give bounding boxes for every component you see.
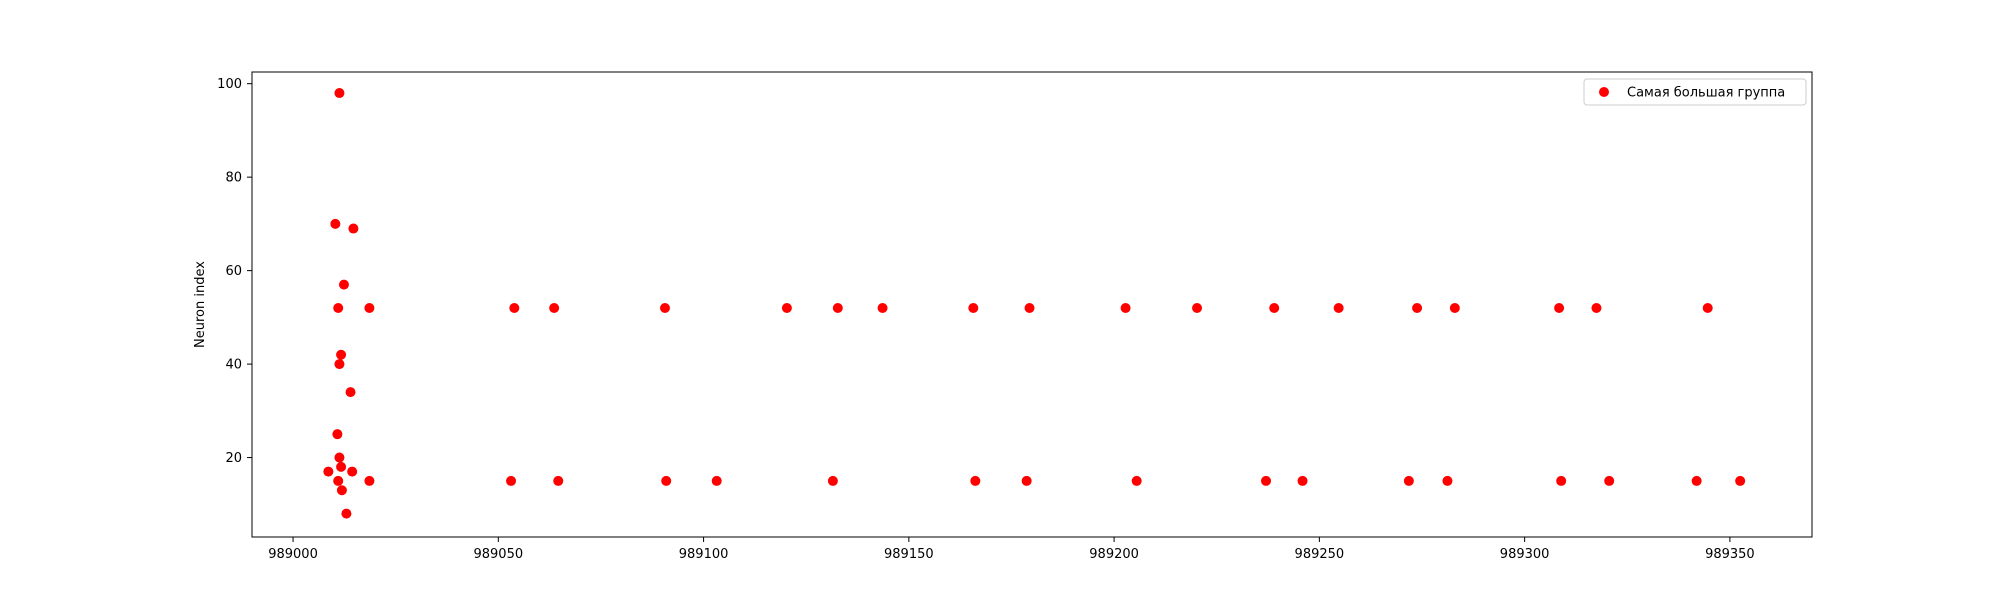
data-point — [970, 475, 981, 486]
data-point — [330, 218, 341, 229]
data-point — [336, 461, 347, 472]
data-point — [1449, 303, 1460, 314]
data-point — [1412, 303, 1423, 314]
data-point — [827, 475, 838, 486]
data-point — [549, 303, 560, 314]
data-point — [333, 303, 344, 314]
data-point — [334, 359, 345, 370]
data-point — [1261, 475, 1271, 486]
x-tick-label: 989200 — [1089, 547, 1139, 562]
y-axis-label: Neuron index — [193, 261, 208, 348]
data-point — [348, 223, 359, 234]
data-point — [506, 475, 517, 486]
y-tick-label: 60 — [225, 264, 242, 279]
data-point — [1556, 475, 1567, 486]
data-point — [345, 387, 356, 398]
data-point — [781, 303, 792, 314]
x-axis: 989000 989050 989100 989150 989200 989250 9893… — [268, 537, 1755, 562]
data-point — [323, 466, 334, 477]
data-point — [333, 475, 344, 486]
data-point — [336, 485, 347, 496]
data-point — [1735, 475, 1746, 486]
data-point — [364, 475, 375, 486]
data-point — [1403, 475, 1414, 486]
data-point — [1691, 475, 1702, 486]
data-point — [1024, 303, 1035, 314]
data-point — [1333, 303, 1344, 314]
data-point — [1131, 475, 1142, 486]
x-tick-label: 989150 — [884, 547, 934, 562]
data-point — [1192, 303, 1203, 314]
plot-area — [251, 71, 1813, 538]
data-point — [347, 466, 358, 477]
legend-entry: Самая большая группа — [1627, 86, 1785, 101]
y-tick-label: 40 — [225, 358, 242, 373]
data-point — [1702, 303, 1713, 314]
x-tick-label: 989050 — [473, 547, 523, 562]
x-tick-label: 989100 — [679, 547, 729, 562]
y-tick-label: 80 — [225, 171, 242, 186]
y-axis: 20 40 60 80 100 — [217, 77, 252, 466]
data-point — [877, 303, 888, 314]
data-point — [341, 508, 352, 519]
data-point — [659, 303, 670, 314]
data-point — [336, 349, 347, 360]
data-point — [332, 429, 343, 440]
legend-marker — [1599, 87, 1609, 97]
legend-box — [1583, 78, 1807, 106]
data-point — [1269, 303, 1280, 314]
data-point — [1120, 303, 1131, 314]
data-point — [968, 303, 979, 314]
data-point — [1442, 475, 1453, 486]
data-point — [1591, 303, 1602, 314]
x-tick-label: 989250 — [1295, 547, 1345, 562]
data-point — [334, 88, 345, 99]
y-tick-label: 20 — [225, 451, 242, 466]
data-point — [1297, 475, 1308, 486]
data-point — [832, 303, 843, 314]
x-tick-label: 989300 — [1500, 547, 1550, 562]
data-point — [1554, 303, 1565, 314]
data-point — [1604, 475, 1615, 486]
data-points — [323, 88, 1746, 519]
data-point — [334, 452, 345, 463]
data-point — [1021, 475, 1032, 486]
legend: Самая большая группа — [1583, 78, 1807, 106]
x-tick-label: 989000 — [268, 547, 318, 562]
data-point — [711, 475, 722, 486]
data-point — [338, 279, 349, 290]
y-tick-label: 100 — [217, 77, 242, 92]
data-point — [364, 303, 375, 314]
data-point — [509, 303, 520, 314]
data-point — [553, 475, 564, 486]
x-tick-label: 989350 — [1705, 547, 1755, 562]
data-point — [661, 475, 672, 486]
